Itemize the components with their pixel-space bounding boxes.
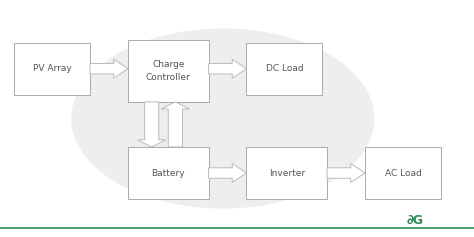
Ellipse shape (71, 28, 374, 209)
FancyBboxPatch shape (128, 40, 209, 102)
Text: DC Load: DC Load (265, 64, 303, 73)
FancyBboxPatch shape (365, 147, 441, 199)
Text: AC Load: AC Load (384, 169, 421, 178)
Text: ∂G: ∂G (406, 214, 423, 227)
Text: Charge
Controller: Charge Controller (146, 60, 191, 82)
Text: Inverter: Inverter (269, 169, 305, 178)
Polygon shape (327, 164, 365, 182)
FancyBboxPatch shape (246, 43, 322, 95)
FancyBboxPatch shape (128, 147, 209, 199)
FancyBboxPatch shape (246, 147, 327, 199)
Polygon shape (161, 102, 190, 147)
Polygon shape (209, 164, 246, 182)
Polygon shape (90, 59, 128, 78)
Polygon shape (137, 102, 166, 147)
Text: Battery: Battery (152, 169, 185, 178)
Text: PV Array: PV Array (33, 64, 72, 73)
FancyBboxPatch shape (14, 43, 90, 95)
Polygon shape (209, 59, 246, 78)
